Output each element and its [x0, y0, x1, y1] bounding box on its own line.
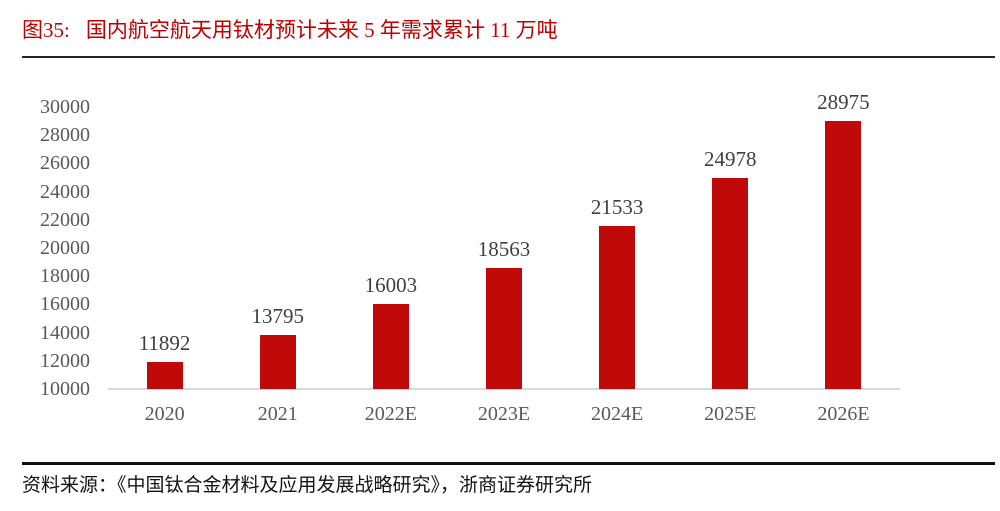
source-divider-rule [22, 462, 995, 465]
bar-2025E [712, 177, 749, 389]
y-axis-tick-label: 24000 [40, 180, 90, 203]
figure-title-text: 国内航空航天用钛材预计未来 5 年需求累计 11 万吨 [85, 18, 558, 42]
x-axis-category-label: 2021 [257, 403, 298, 425]
figure-number-label: 图35: [22, 18, 70, 42]
titanium-demand-bar-chart: 10000 12000 14000 16000 18000 20000 22000 24000… [0, 60, 1000, 460]
bar-2022E [372, 304, 409, 389]
x-axis-baseline [108, 388, 900, 390]
bar-value-label: 16003 [364, 273, 418, 298]
y-axis-tick-label: 16000 [40, 293, 90, 316]
x-axis-category-label: 2023E [477, 403, 531, 425]
y-axis-tick-label: 18000 [40, 265, 90, 288]
bar-2021 [259, 335, 296, 389]
x-axis-category-label: 2022E [364, 403, 417, 425]
x-axis-category-label: 2024E [591, 403, 644, 425]
y-axis-tick-label: 26000 [40, 152, 90, 175]
bar-2026E [825, 121, 862, 389]
bar-value-label: 24978 [704, 146, 757, 171]
y-axis-tick-label: 30000 [40, 96, 90, 118]
y-axis-tick-label: 20000 [40, 237, 90, 259]
y-axis-tick-label: 12000 [40, 349, 90, 372]
bar-2023E [486, 268, 522, 389]
title-divider-rule [22, 56, 995, 58]
y-axis-tick-label: 22000 [40, 208, 90, 231]
bar-value-label: 18563 [477, 237, 531, 262]
bar-value-label: 11892 [138, 331, 191, 356]
x-axis-category-label: 2026E [817, 403, 870, 425]
y-axis-tick-label: 28000 [40, 124, 90, 147]
bar-value-label: 21533 [590, 195, 644, 220]
bar-2020 [146, 362, 183, 389]
bar-2024E [599, 226, 636, 389]
x-axis-category-label: 2025E [704, 403, 757, 425]
bar-value-label: 28975 [817, 90, 870, 115]
y-axis-tick-label: 14000 [40, 321, 90, 344]
x-axis-category-label: 2020 [144, 403, 185, 425]
figure-title: 图35: 国内航空航天用钛材预计未来 5 年需求累计 11 万吨 [22, 16, 982, 44]
bar-value-label: 13795 [251, 304, 304, 329]
y-axis-tick-label: 10000 [40, 378, 90, 400]
source-note: 资料来源：《中国钛合金材料及应用发展战略研究》，浙商证券研究所 [22, 475, 593, 496]
